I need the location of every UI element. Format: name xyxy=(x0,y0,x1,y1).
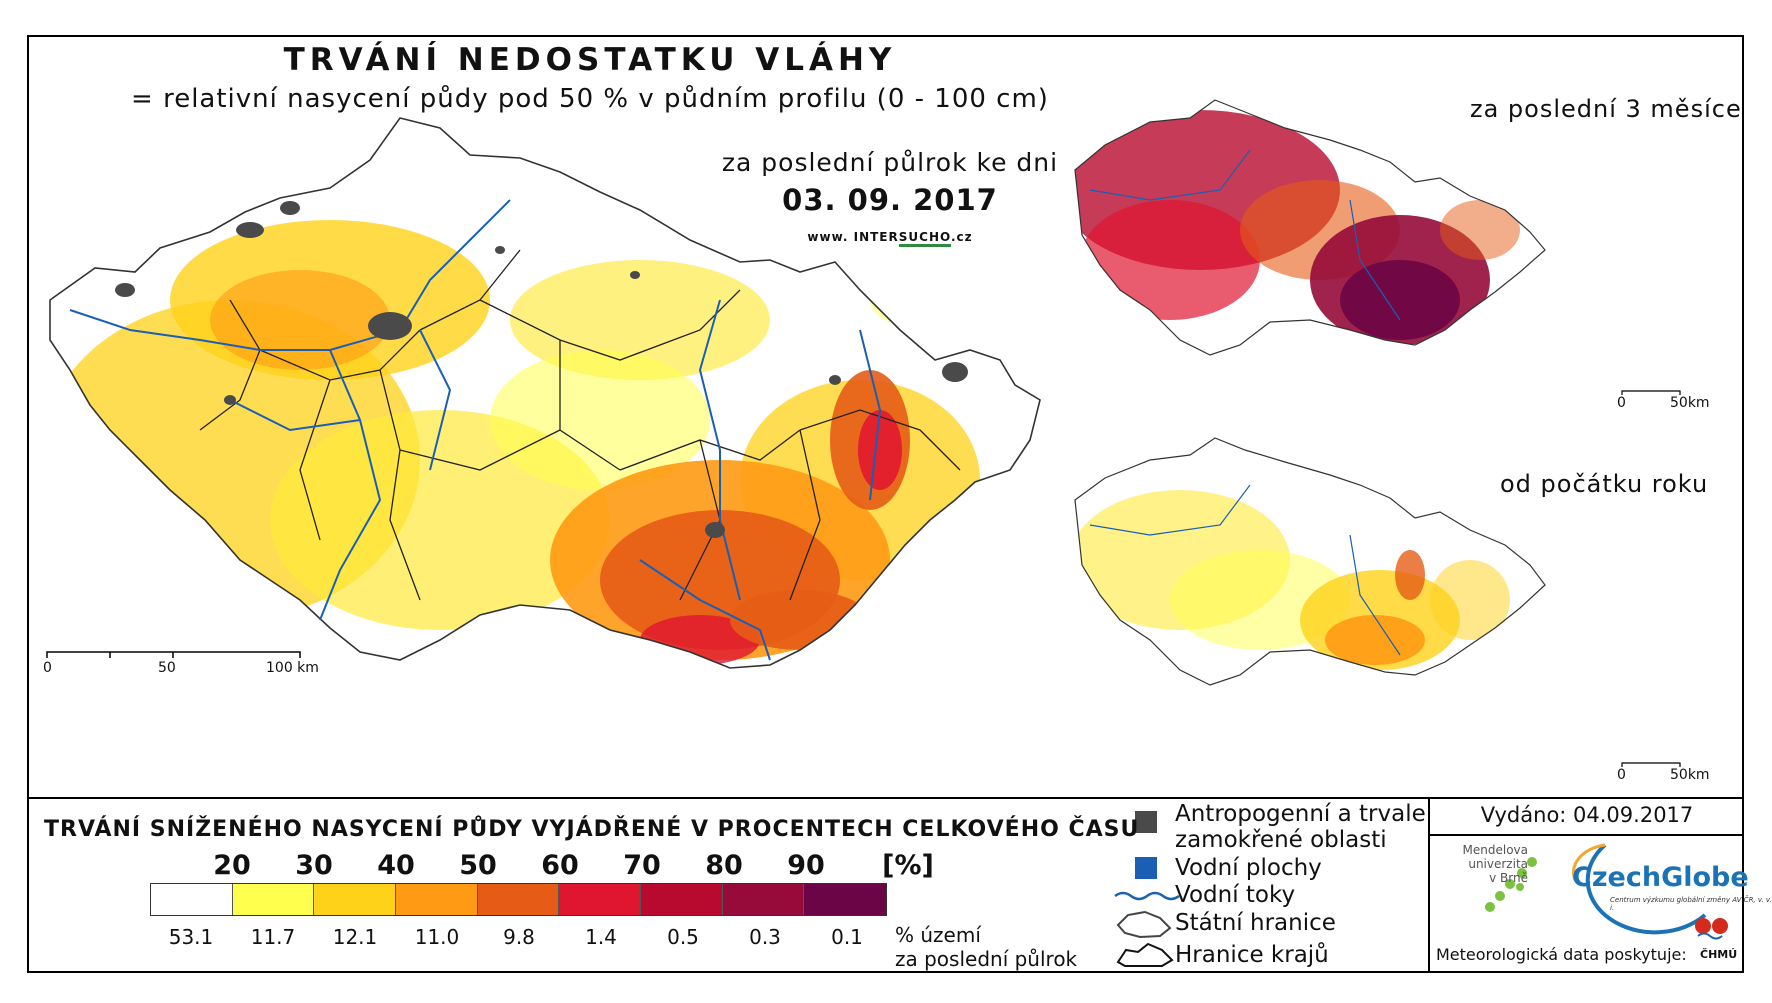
legend-share-value: 1.4 xyxy=(585,925,617,949)
color-bar xyxy=(150,883,887,916)
legend-share-value: 0.3 xyxy=(749,925,781,949)
legend-color-cell xyxy=(641,884,723,915)
period-label: za poslední půlrok ke dni xyxy=(721,148,1059,177)
main-state-border xyxy=(49,117,1041,669)
legend-color-cell xyxy=(722,884,805,915)
main-rivers xyxy=(69,199,882,661)
share-unit-label: % území za poslední půlrok xyxy=(895,923,1078,971)
inset-year-title: od počátku roku xyxy=(1500,470,1709,498)
legend-color-cell xyxy=(396,884,478,915)
water-body-symbol xyxy=(1135,857,1157,879)
scale-label-50: 50 xyxy=(158,660,176,676)
map-title: TRVÁNÍ NEDOSTATKU VLÁHY xyxy=(283,42,897,78)
legend-tick-label: 60 xyxy=(541,850,579,881)
state-border-symbol xyxy=(1116,910,1172,939)
legend-tick-label: 50 xyxy=(459,850,497,881)
czechglobe-logo: CzechGlobe xyxy=(1572,862,1749,893)
inset-year-rivers xyxy=(1089,484,1401,656)
legend-color-cell xyxy=(477,884,560,915)
river-label: Vodní toky xyxy=(1175,882,1296,908)
legend-panel xyxy=(27,797,1744,973)
legend-share-value: 0.5 xyxy=(667,925,699,949)
mendel-logo-dots xyxy=(1485,857,1537,912)
scale-label-100: 100 km xyxy=(266,660,319,676)
region-border-label: Hranice krajů xyxy=(1175,942,1329,968)
meteo-data-credit: Meteorologická data poskytuje: xyxy=(1436,945,1687,964)
water-body-label: Vodní plochy xyxy=(1175,855,1322,881)
legend-tick-label: 30 xyxy=(295,850,333,881)
main-anthropogenic-areas xyxy=(115,201,968,538)
czechglobe-subtitle: Centrum výzkumu globální změny AV ČR, v.… xyxy=(1610,896,1772,912)
anthropogenic-label: Antropogenní a trvale zamokřené oblasti xyxy=(1175,801,1426,853)
mendel-university-logo: Mendelova univerzita v Brně xyxy=(1462,843,1528,885)
inset-3-months-border xyxy=(1074,99,1546,356)
region-border-symbol xyxy=(1116,942,1174,967)
issued-date: Vydáno: 04.09.2017 xyxy=(1480,803,1694,827)
scale-label-0: 0 xyxy=(43,660,52,676)
footer-divider xyxy=(1428,797,1430,973)
legend-tick-label: 80 xyxy=(705,850,743,881)
legend-share-value: 11.0 xyxy=(414,925,460,949)
inset-3-months-rivers xyxy=(1089,149,1401,321)
state-border-label: Státní hranice xyxy=(1175,910,1336,936)
inset2-scale-50: 50km xyxy=(1670,767,1710,783)
inset2-scale-0: 0 xyxy=(1617,767,1626,783)
main-scale-bar xyxy=(46,651,301,658)
legend-color-cell xyxy=(151,884,233,915)
legend-share-value: 0.1 xyxy=(831,925,863,949)
inset-3-months-title: za poslední 3 měsíce xyxy=(1470,95,1742,123)
inset1-scale-0: 0 xyxy=(1617,395,1626,411)
legend-share-value: 11.7 xyxy=(250,925,296,949)
legend-color-cell xyxy=(559,884,642,915)
inset-year-border xyxy=(1074,437,1546,686)
legend-color-cell xyxy=(804,884,887,915)
legend-tick-label: [%] xyxy=(882,850,934,881)
map-date: 03. 09. 2017 xyxy=(782,183,998,217)
legend-color-cell xyxy=(314,884,397,915)
map-subtitle: = relativní nasycení půdy pod 50 % v půd… xyxy=(131,84,1049,114)
legend-tick-label: 20 xyxy=(213,850,251,881)
legend-tick-label: 70 xyxy=(623,850,661,881)
legend-share-value: 53.1 xyxy=(168,925,214,949)
legend-title: TRVÁNÍ SNÍŽENÉHO NASYCENÍ PŮDY VYJÁDŘENÉ… xyxy=(44,817,1140,842)
inset1-scale-50: 50km xyxy=(1670,395,1710,411)
legend-share-value: 9.8 xyxy=(503,925,535,949)
chmu-label: ČHMÚ xyxy=(1700,948,1738,961)
legend-color-cell xyxy=(232,884,315,915)
intersucho-url: www. INTERSUCHO.cz xyxy=(640,230,1140,247)
czechglobe-logo-arc xyxy=(1585,843,1707,935)
footer-divider-horizontal xyxy=(1428,834,1744,836)
chmu-logo xyxy=(1695,918,1728,940)
anthropogenic-symbol xyxy=(1135,811,1157,833)
legend-tick-label: 40 xyxy=(377,850,415,881)
river-symbol xyxy=(1114,891,1180,901)
legend-share-value: 12.1 xyxy=(332,925,378,949)
inset-scale-bars xyxy=(1621,390,1681,767)
legend-tick-label: 90 xyxy=(787,850,825,881)
